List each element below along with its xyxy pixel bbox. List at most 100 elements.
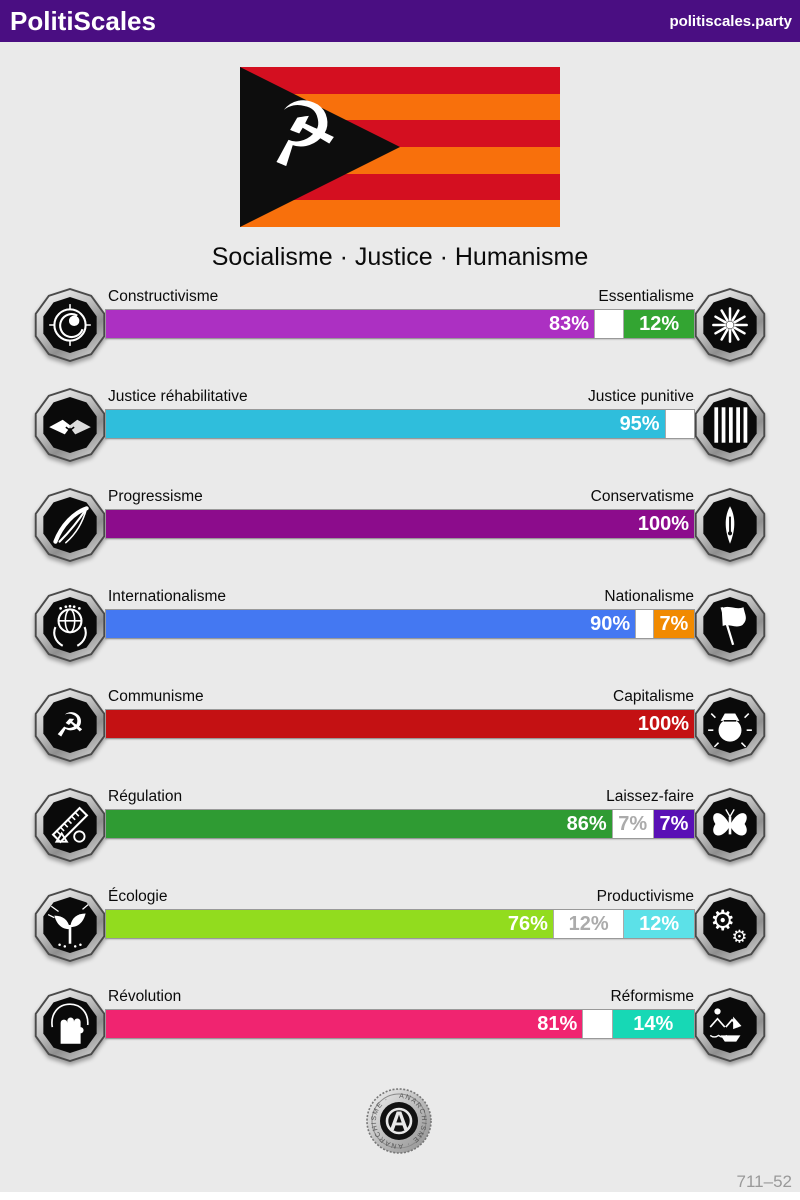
axis-bar: 100%: [105, 709, 695, 739]
sailboat-icon: [693, 988, 767, 1062]
svg-text:⚙: ⚙: [731, 928, 747, 948]
axis-right-label: Essentialisme: [598, 288, 694, 305]
flag-stripe: [240, 67, 560, 94]
axis-bar: 86% 7% 7%: [105, 809, 695, 839]
axis-left-label: Internationalisme: [108, 588, 227, 605]
axis-left-label: Régulation: [108, 788, 183, 805]
axis-labels: Révolution Réformisme: [105, 988, 695, 1006]
axis-bar: 83% 12%: [105, 309, 695, 339]
axis-left-percent: 81%: [537, 1013, 578, 1035]
axis-right-percent: 7%: [659, 813, 689, 835]
axis-left-value-bar: 76%: [106, 910, 553, 938]
axis-left-label: Justice réhabilitative: [108, 388, 248, 405]
axis-right-percent: 12%: [639, 913, 680, 935]
result-flag: ☭: [240, 67, 560, 227]
axis-neutral-bar: 7%: [611, 810, 653, 838]
svg-text:⚙: ⚙: [710, 904, 735, 937]
axis-right-percent: 12%: [639, 313, 680, 335]
raised-fist-icon: [33, 988, 107, 1062]
crystal-ball-icon: [33, 288, 107, 362]
chrysanthemum-icon: [693, 288, 767, 362]
axis-left-percent: 100%: [637, 513, 689, 535]
prison-bars-icon: [693, 388, 767, 462]
axis-labels: Internationalisme Nationalisme: [105, 588, 695, 606]
bottom-strip: [0, 1192, 800, 1200]
axis-right-label: Laissez-faire: [606, 788, 694, 805]
axis-right-label: Conservatisme: [590, 488, 694, 505]
axis-right-label: Capitalisme: [613, 688, 694, 705]
axis-neutral-bar: [594, 310, 624, 338]
axis-right-value-bar: 12%: [623, 310, 694, 338]
axis-left-percent: 95%: [619, 413, 660, 435]
handshake-icon: [33, 388, 107, 462]
axis-right-value-bar: 7%: [652, 610, 694, 638]
axis-right-value-bar: 14%: [611, 1010, 694, 1038]
gears-icon: ⚙ ⚙: [693, 888, 767, 962]
axis-neutral-bar: [664, 410, 694, 438]
axis-row: ⚙ ⚙ Écologie Productivisme 76% 12% 12%: [0, 888, 800, 966]
axis-bar: 76% 12% 12%: [105, 909, 695, 939]
axis-left-label: Progressisme: [108, 488, 203, 505]
axis-row: Régulation Laissez-faire 86% 7% 7%: [0, 788, 800, 866]
axis-labels: Communisme Capitalisme: [105, 688, 695, 706]
axis-left-percent: 100%: [637, 713, 689, 735]
globe-laurel-icon: [33, 588, 107, 662]
seal-letter: A: [389, 1106, 409, 1136]
axis-right-label: Justice punitive: [588, 388, 694, 405]
axis-neutral-bar: 12%: [552, 910, 624, 938]
axis-left-label: Communisme: [108, 688, 204, 705]
ruler-icon: [33, 788, 107, 862]
axis-bar: 95%: [105, 409, 695, 439]
axis-left-value-bar: 83%: [106, 310, 595, 338]
axis-right-percent: 7%: [659, 613, 689, 635]
axis-left-label: Écologie: [108, 888, 168, 905]
axis-row: Justice réhabilitative Justice punitive …: [0, 388, 800, 466]
axis-row: Progressisme Conservatisme 100%: [0, 488, 800, 566]
sprout-icon: [33, 888, 107, 962]
axis-right-value-bar: 7%: [652, 810, 694, 838]
axis-left-value-bar: 100%: [106, 710, 694, 738]
axis-neutral-percent: 7%: [618, 813, 648, 835]
axis-left-value-bar: 100%: [106, 510, 694, 538]
axis-neutral-bar: [635, 610, 653, 638]
page-reference: 711–52: [736, 1172, 792, 1191]
axis-left-value-bar: 81%: [106, 1010, 583, 1038]
axis-row: ☭ Communisme Capitalisme 100%: [0, 688, 800, 766]
pen-nib-icon: [693, 488, 767, 562]
axis-right-percent: 14%: [633, 1013, 674, 1035]
site-link[interactable]: politiscales.party: [669, 12, 792, 30]
axis-left-label: Révolution: [108, 988, 182, 1005]
hammer-sickle-icon: ☭: [33, 688, 107, 762]
axis-left-value-bar: 90%: [106, 610, 636, 638]
flag-stripe: [240, 200, 560, 227]
axis-row: Internationalisme Nationalisme 90% 7%: [0, 588, 800, 666]
axis-left-percent: 86%: [566, 813, 607, 835]
circle-a-icon: ANARCHISME · ANARCHISME · A: [366, 1088, 432, 1154]
axis-labels: Justice réhabilitative Justice punitive: [105, 388, 695, 406]
axis-right-label: Productivisme: [596, 888, 694, 905]
axis-row: Constructivisme Essentialisme 83% 12%: [0, 288, 800, 366]
axis-left-label: Constructivisme: [108, 288, 219, 305]
axis-right-label: Nationalisme: [604, 588, 694, 605]
axis-labels: Constructivisme Essentialisme: [105, 288, 695, 306]
result-motto: Socialisme · Justice · Humanisme: [211, 243, 589, 271]
waving-flag-icon: [693, 588, 767, 662]
axis-labels: Régulation Laissez-faire: [105, 788, 695, 806]
axis-left-value-bar: 95%: [106, 410, 665, 438]
top-bar: PolitiScales politiscales.party: [0, 0, 800, 42]
axis-bar: 90% 7%: [105, 609, 695, 639]
axis-right-label: Réformisme: [610, 988, 694, 1005]
butterfly-icon: [693, 788, 767, 862]
axis-left-percent: 90%: [590, 613, 631, 635]
axis-row: Révolution Réformisme 81% 14%: [0, 988, 800, 1066]
axis-neutral-bar: [582, 1010, 612, 1038]
svg-text:☭: ☭: [55, 705, 85, 744]
axis-labels: Écologie Productivisme: [105, 888, 695, 906]
axis-bar: 81% 14%: [105, 1009, 695, 1039]
money-bag-icon: [693, 688, 767, 762]
circle-a-seal: ANARCHISME · ANARCHISME · A: [365, 1087, 433, 1155]
axis-left-value-bar: 86%: [106, 810, 612, 838]
axis-neutral-percent: 12%: [568, 913, 609, 935]
forward-sweep-icon: [33, 488, 107, 562]
axis-right-value-bar: 12%: [623, 910, 694, 938]
